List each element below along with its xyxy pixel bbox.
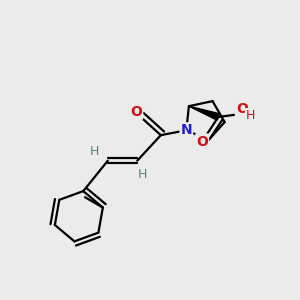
Text: O: O bbox=[196, 134, 208, 148]
Text: H: H bbox=[89, 146, 99, 158]
Text: H: H bbox=[246, 109, 255, 122]
Text: N: N bbox=[181, 123, 192, 137]
Text: O: O bbox=[130, 105, 142, 118]
Polygon shape bbox=[189, 106, 220, 120]
Text: O: O bbox=[236, 102, 248, 116]
Text: H: H bbox=[137, 168, 147, 181]
